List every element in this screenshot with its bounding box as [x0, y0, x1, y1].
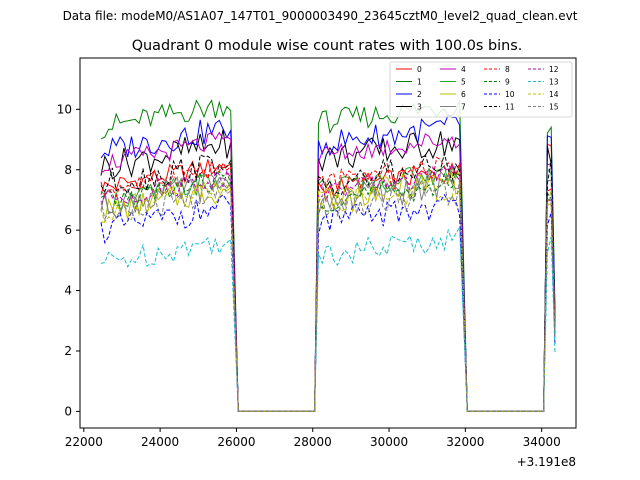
legend-label-3: 3	[417, 103, 422, 112]
series-line-15	[100, 178, 556, 412]
legend-box	[389, 61, 573, 118]
series-line-9	[100, 170, 556, 412]
legend-label-4: 4	[461, 65, 466, 74]
series-line-3	[100, 129, 556, 412]
legend-label-12: 12	[549, 65, 559, 74]
x-tick-label: 22000	[65, 435, 103, 449]
y-tick-label: 2	[64, 344, 72, 358]
x-tick-label: 24000	[141, 435, 179, 449]
series-line-7	[100, 170, 556, 412]
legend-label-8: 8	[505, 65, 510, 74]
y-tick-label: 0	[64, 404, 72, 418]
series-line-12	[100, 164, 556, 412]
x-tick-label: 26000	[217, 435, 255, 449]
chart-title: Quadrant 0 module wise count rates with …	[132, 38, 523, 54]
axes-frame	[79, 57, 577, 429]
series-line-10	[100, 193, 556, 412]
plot-lines	[100, 99, 556, 412]
legend-label-6: 6	[461, 90, 466, 99]
legend-label-11: 11	[505, 103, 515, 112]
legend-label-13: 13	[549, 78, 559, 87]
series-line-14	[100, 171, 556, 412]
x-tick-label: 32000	[446, 435, 484, 449]
series-line-11	[100, 153, 556, 412]
series-line-13	[100, 225, 556, 412]
legend-label-5: 5	[461, 78, 466, 87]
y-tick-label: 6	[64, 223, 72, 237]
legend-label-15: 15	[549, 103, 559, 112]
x-tick-label: 34000	[523, 435, 561, 449]
legend-label-0: 0	[417, 65, 422, 74]
y-axis: 0 2 4 6 8 10	[57, 102, 80, 418]
series-line-6	[100, 170, 556, 412]
legend-label-9: 9	[505, 78, 510, 87]
y-tick-label: 8	[64, 163, 72, 177]
legend-label-2: 2	[417, 90, 422, 99]
series-line-4	[100, 131, 556, 412]
x-axis: 22000 24000 26000 28000 30000 32000 34000	[65, 428, 561, 449]
y-tick-label: 4	[64, 284, 72, 298]
legend-label-7: 7	[461, 103, 466, 112]
legend-label-14: 14	[549, 90, 559, 99]
legend-label-1: 1	[417, 78, 422, 87]
legend-label-10: 10	[505, 90, 515, 99]
x-tick-label: 28000	[294, 435, 332, 449]
x-tick-label: 30000	[370, 435, 408, 449]
x-offset-label: +3.191e8	[517, 455, 576, 469]
chart-suptitle: Data file: modeM0/AS1A07_147T01_90000034…	[63, 9, 578, 23]
y-tick-label: 10	[57, 102, 72, 116]
